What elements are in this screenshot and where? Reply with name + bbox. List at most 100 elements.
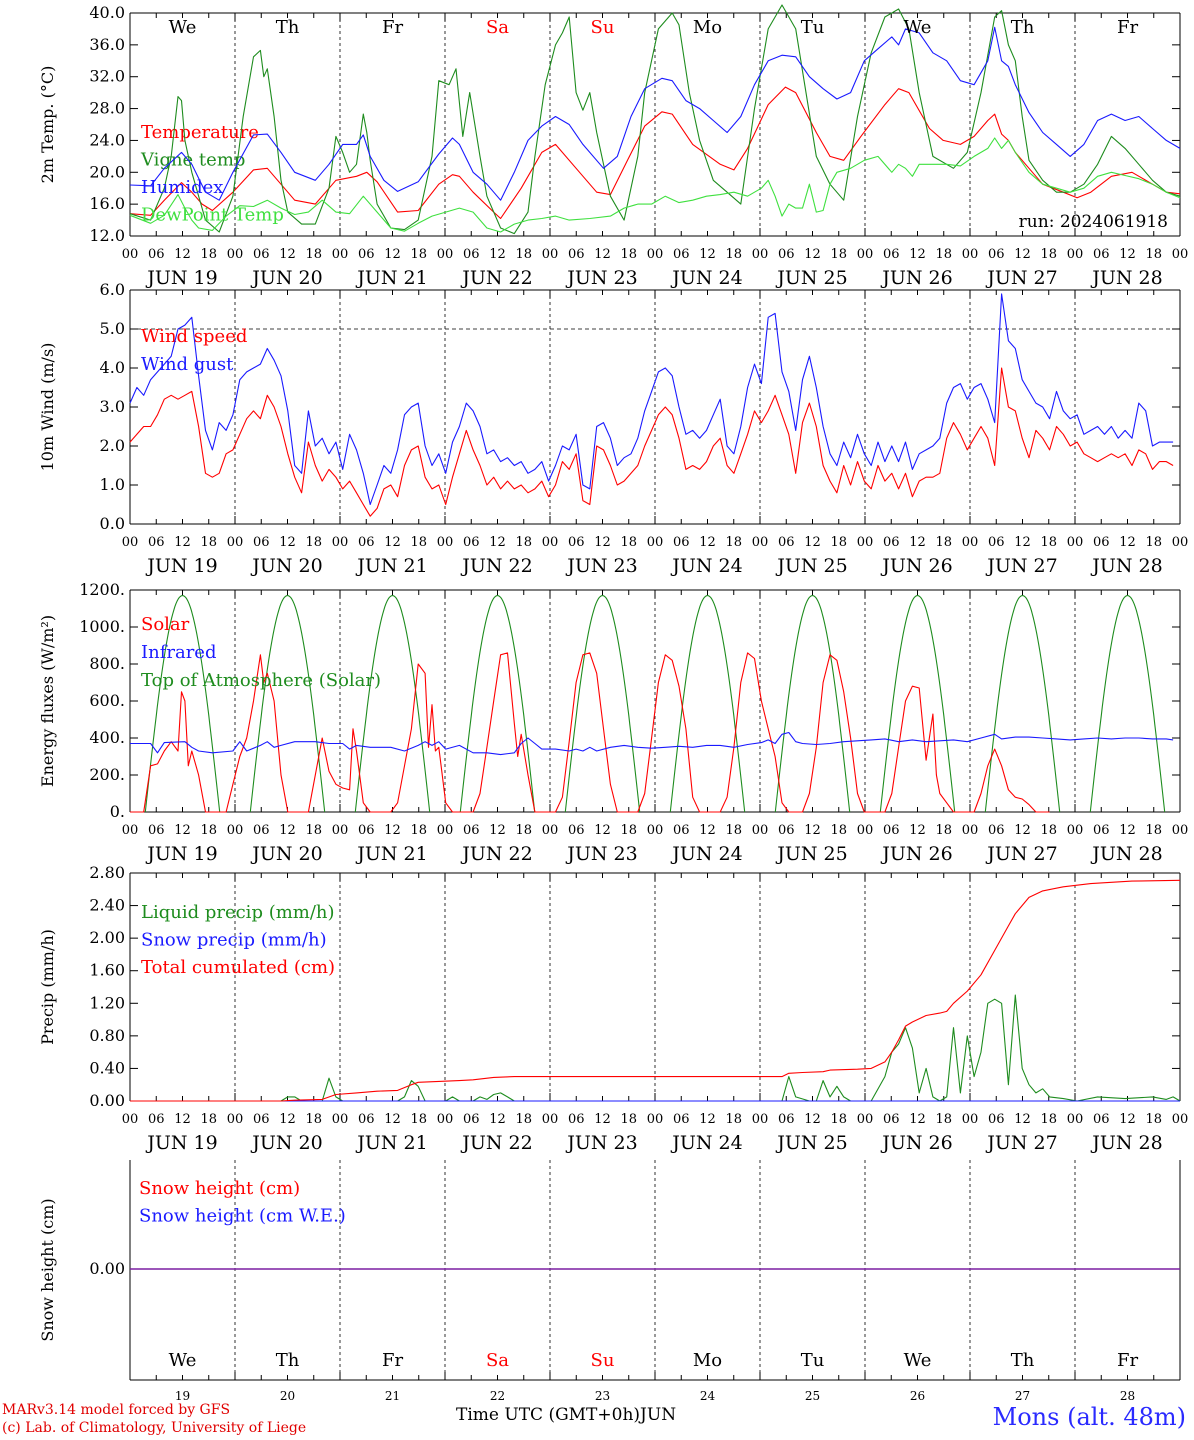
- x-hour-label: 00: [1172, 247, 1189, 262]
- x-hour-label: 12: [1119, 535, 1136, 550]
- x-hour-label: 12: [384, 823, 401, 838]
- x-hour-label: 12: [174, 823, 191, 838]
- y-tick-label: 2.00: [89, 928, 125, 947]
- x-date-label: JUN 28: [1090, 267, 1162, 289]
- x-hour-label: 06: [778, 823, 795, 838]
- x-hour-label: 18: [1040, 823, 1057, 838]
- legend-entry: Infrared: [141, 642, 216, 663]
- x-hour-label: 06: [1093, 535, 1110, 550]
- x-date-label: JUN 20: [250, 555, 322, 577]
- x-hour-label: 00: [857, 823, 874, 838]
- x-hour-label: 18: [725, 247, 742, 262]
- x-hour-label: 06: [673, 1112, 690, 1127]
- x-hour-label: 00: [227, 823, 244, 838]
- x-day-number: 28: [1120, 1389, 1135, 1403]
- x-hour-label: 18: [830, 1112, 847, 1127]
- x-hour-label: 12: [594, 1112, 611, 1127]
- x-hour-label: 18: [830, 247, 847, 262]
- series-humidex: [129, 26, 1181, 201]
- x-hour-label: 00: [122, 1112, 139, 1127]
- day-name: We: [169, 1350, 197, 1371]
- x-hour-label: 12: [699, 1112, 716, 1127]
- x-hour-label: 18: [305, 535, 322, 550]
- x-hour-label: 06: [883, 823, 900, 838]
- x-hour-label: 06: [988, 1112, 1005, 1127]
- x-hour-label: 12: [909, 823, 926, 838]
- y-tick-label: 1.0: [100, 475, 125, 494]
- x-hour-label: 12: [909, 1112, 926, 1127]
- x-date-label: JUN 19: [145, 1132, 217, 1154]
- time-label: Time UTC (GMT+0h): [456, 1405, 641, 1425]
- y-tick-label: 20.0: [89, 162, 125, 181]
- x-day-number: 23: [595, 1389, 610, 1403]
- x-hour-label: 18: [1040, 535, 1057, 550]
- x-hour-label: 06: [463, 247, 480, 262]
- x-hour-label: 18: [515, 1112, 532, 1127]
- y-axis-title: 2m Temp. (°C): [38, 66, 57, 184]
- x-hour-label: 00: [122, 823, 139, 838]
- y-tick-label: 16.0: [89, 194, 125, 213]
- x-hour-label: 06: [253, 535, 270, 550]
- x-hour-label: 18: [935, 1112, 952, 1127]
- series-dewpoint-temp: [129, 137, 1181, 233]
- x-hour-label: 18: [725, 535, 742, 550]
- x-hour-label: 12: [279, 247, 296, 262]
- series-wind-gust: [129, 293, 1174, 506]
- x-date-label: JUN 24: [670, 555, 742, 577]
- x-date-label: JUN 21: [355, 843, 427, 865]
- x-hour-label: 00: [962, 823, 979, 838]
- x-hour-label: 12: [594, 823, 611, 838]
- y-tick-label: 24.0: [89, 130, 125, 149]
- x-hour-label: 00: [437, 823, 454, 838]
- x-date-label: JUN 20: [250, 1132, 322, 1154]
- x-date-label: JUN 27: [985, 843, 1057, 865]
- panel-3: 0. 200. 400. 600. 800. 1000. 1200. Energy fluxe…: [38, 580, 1188, 865]
- y-tick-label: 0.00: [89, 1091, 125, 1110]
- x-hour-label: 06: [358, 535, 375, 550]
- x-hour-label: 12: [489, 535, 506, 550]
- x-date-label: JUN 28: [1090, 843, 1162, 865]
- x-hour-label: 06: [463, 535, 480, 550]
- x-date-label: JUN 20: [250, 267, 322, 289]
- station-name: Mons (alt. 48m): [992, 1403, 1186, 1431]
- x-date-label: JUN 26: [880, 843, 952, 865]
- panel-4: 0.00 0.40 0.80 1.20 1.60 2.00 2.40 2.80 Precip (…: [38, 863, 1188, 1154]
- x-hour-label: 12: [594, 247, 611, 262]
- x-hour-label: 00: [332, 535, 349, 550]
- legend-entry: DewPoint Temp: [141, 205, 284, 226]
- x-hour-label: 18: [515, 823, 532, 838]
- x-date-label: JUN 26: [880, 1132, 952, 1154]
- series-temperature: [129, 86, 1181, 220]
- x-hour-label: 06: [988, 535, 1005, 550]
- x-hour-label: 00: [962, 247, 979, 262]
- x-date-label: JUN 22: [460, 1132, 532, 1154]
- day-name: Sa: [486, 1350, 509, 1371]
- x-hour-label: 00: [647, 535, 664, 550]
- x-hour-label: 18: [200, 247, 217, 262]
- x-hour-label: 18: [410, 823, 427, 838]
- x-hour-label: 18: [200, 1112, 217, 1127]
- x-day-number: 20: [280, 1389, 295, 1403]
- day-name: Mo: [693, 17, 722, 38]
- x-hour-label: 00: [752, 247, 769, 262]
- legend-entry: Humidex: [141, 177, 223, 198]
- x-hour-label: 06: [148, 823, 165, 838]
- x-hour-label: 00: [542, 535, 559, 550]
- x-hour-label: 06: [358, 823, 375, 838]
- day-name: Th: [276, 1350, 300, 1371]
- y-axis-title: 10m Wind (m/s): [38, 343, 57, 472]
- y-axis-title: Energy fluxes (W/m²): [38, 615, 57, 787]
- x-hour-label: 06: [568, 247, 585, 262]
- x-hour-label: 06: [778, 1112, 795, 1127]
- x-hour-label: 00: [437, 247, 454, 262]
- x-hour-label: 06: [778, 247, 795, 262]
- day-name: Tu: [801, 1350, 825, 1371]
- model-credit: MARv3.14 model forced by GFS: [2, 1402, 231, 1418]
- x-date-label: JUN 23: [565, 267, 637, 289]
- x-date-label: JUN 27: [985, 1132, 1057, 1154]
- x-day-number: 24: [700, 1389, 716, 1403]
- legend-entry: Temperature: [141, 122, 259, 143]
- y-tick-label: 2.40: [89, 896, 125, 915]
- x-hour-label: 12: [804, 535, 821, 550]
- y-tick-label: 600.: [89, 691, 125, 710]
